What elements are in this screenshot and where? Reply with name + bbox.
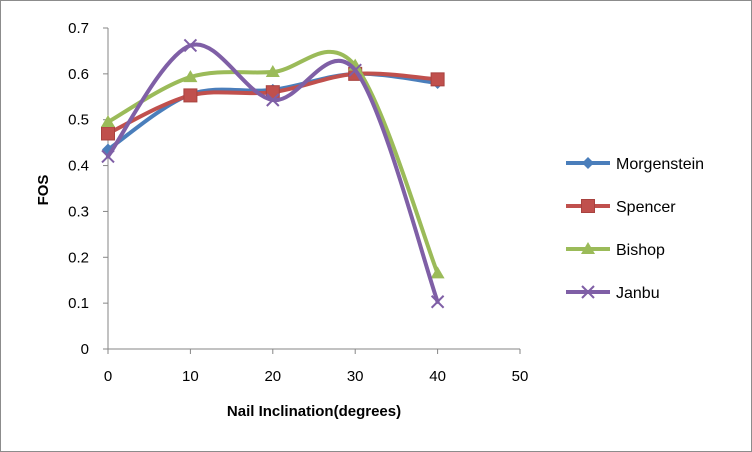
x-axis-title: Nail Inclination(degrees) [227,403,401,420]
data-point-janbu [348,63,362,77]
data-point-spencer [430,72,445,87]
y-tick-label: 0.6 [68,66,89,83]
series-janbu [101,38,445,309]
y-tick-label: 0.2 [68,249,89,266]
legend: Morgenstein Spencer Bishop Janbu [566,156,704,302]
y-tick-label: 0.5 [68,112,89,129]
data-point-spencer [183,88,198,103]
legend-label: Bishop [616,242,665,259]
x-axis-ticks: 0 10 20 30 40 50 [104,349,529,385]
data-point-bishop [183,70,198,83]
x-tick-label: 0 [104,368,112,385]
y-tick-label: 0.1 [68,295,89,312]
x-tick-label: 40 [429,368,446,385]
data-point-janbu [266,93,280,107]
legend-marker-morgenstein [582,157,594,169]
legend-label: Janbu [616,285,660,302]
y-tick-label: 0.3 [68,203,89,220]
y-axis-ticks: 0 0.1 0.2 0.3 0.4 0.5 0.6 0.7 [68,20,108,358]
legend-item-janbu: Janbu [566,285,660,302]
legend-item-morgenstein: Morgenstein [566,156,704,173]
legend-marker-janbu [581,285,595,299]
x-tick-label: 20 [264,368,281,385]
legend-item-spencer: Spencer [566,199,676,216]
y-tick-label: 0 [81,341,89,358]
legend-marker-spencer [581,199,595,213]
y-tick-label: 0.7 [68,20,89,37]
x-tick-label: 10 [182,368,199,385]
legend-item-bishop: Bishop [566,242,665,259]
data-point-janbu [101,149,115,164]
series-line-spencer [106,71,440,136]
data-point-bishop [265,65,280,78]
legend-label: Spencer [616,199,676,216]
series-line-bishop [106,49,440,276]
y-tick-label: 0.4 [68,158,89,175]
data-point-spencer [101,126,115,141]
x-tick-label: 50 [512,368,529,385]
data-point-bishop [430,266,445,279]
series-line-janbu [106,42,440,304]
legend-marker-bishop [581,242,595,254]
legend-label: Morgenstein [616,156,704,173]
x-tick-label: 30 [347,368,364,385]
series-layer [101,38,445,309]
y-axis-title: FOS [35,175,52,206]
data-point-janbu [430,295,445,309]
data-point-bishop [101,115,115,128]
data-point-janbu [183,38,198,53]
